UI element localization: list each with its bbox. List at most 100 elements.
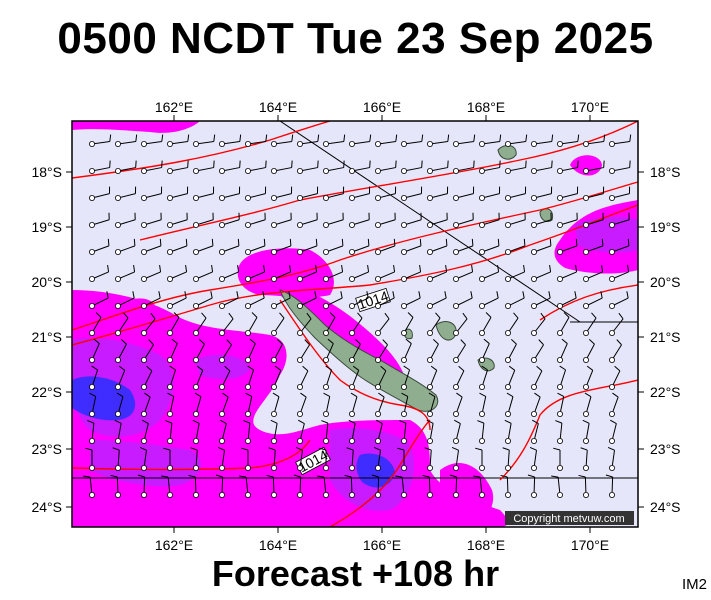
wind-barb-feather xyxy=(247,365,254,371)
wind-barb-shaft xyxy=(91,396,97,415)
wind-barb-feather xyxy=(354,338,361,345)
wind-barb-station xyxy=(531,248,538,255)
wind-barb-feather xyxy=(506,392,514,398)
wind-barb-feather xyxy=(239,134,242,142)
wind-barb-feather xyxy=(551,134,554,142)
wind-barb-station xyxy=(89,167,96,174)
wind-barb-station xyxy=(192,410,199,417)
wind-barb-station xyxy=(322,491,329,498)
wind-barb-station xyxy=(348,437,355,444)
wind-barb-station xyxy=(218,140,225,147)
wind-barb-feather xyxy=(239,475,247,478)
wind-barb-feather xyxy=(497,238,500,246)
wind-barb-shaft xyxy=(195,271,213,280)
wind-barb-station xyxy=(322,329,329,336)
wind-barb-shaft xyxy=(429,297,447,307)
wind-barb-station xyxy=(504,167,511,174)
wind-barb-station xyxy=(400,140,407,147)
wind-barb-feather xyxy=(215,474,223,478)
wind-barb-station xyxy=(296,194,303,201)
wind-barb-feather xyxy=(315,264,318,273)
wind-barb-station xyxy=(140,383,147,390)
wind-barb-feather xyxy=(424,447,432,451)
wind-barb-feather xyxy=(132,291,135,299)
wind-barb-feather xyxy=(444,291,447,299)
wind-barb-feather xyxy=(85,447,93,451)
lat-label-19: 19°S xyxy=(31,219,62,235)
lat-label-24-right: 24°S xyxy=(650,499,681,515)
wind-barb-station xyxy=(478,302,485,309)
wind-barb-shaft xyxy=(91,369,99,388)
wind-barb-shaft xyxy=(221,318,234,334)
wind-barb-station xyxy=(192,491,199,498)
wind-barb-station xyxy=(115,275,122,282)
wind-barb-shaft xyxy=(91,167,110,172)
wind-barb-shaft xyxy=(403,167,422,172)
wind-barb-station xyxy=(531,140,538,147)
wind-barb-station xyxy=(374,356,381,363)
wind-barb-shaft xyxy=(169,167,188,172)
wind-barb-feather xyxy=(405,338,412,344)
wind-barb-feather xyxy=(603,134,606,142)
wind-barb-shaft xyxy=(507,297,525,307)
wind-barb-feather xyxy=(306,312,312,320)
wind-barb-feather xyxy=(185,238,188,246)
wind-barb-feather xyxy=(323,392,330,397)
wind-barb-shaft xyxy=(299,396,307,415)
wind-barb-station xyxy=(244,329,251,336)
wind-barb-feather xyxy=(447,134,450,142)
wind-barb-station xyxy=(374,167,381,174)
wind-barb-shaft xyxy=(169,423,173,442)
wind-barb-station xyxy=(244,167,251,174)
wind-barb-shaft xyxy=(169,369,177,388)
wind-barb-shaft xyxy=(89,477,93,496)
wind-barb-shaft xyxy=(585,343,595,361)
wind-barb-station xyxy=(166,437,173,444)
wind-barb-shaft xyxy=(533,271,551,280)
wind-barb-feather xyxy=(217,446,225,451)
wind-barb-feather xyxy=(210,291,213,299)
wind-barb-station xyxy=(296,329,303,336)
wind-barb-feather xyxy=(445,264,448,273)
wind-barb-shaft xyxy=(299,370,309,388)
wind-barb-shaft xyxy=(247,140,266,145)
wind-barb-station xyxy=(557,140,564,147)
wind-barb-station xyxy=(374,410,381,417)
wind-barb-shaft xyxy=(401,477,405,496)
wind-barb-feather xyxy=(148,339,154,346)
wind-barb-feather xyxy=(185,264,188,273)
wind-barb-feather xyxy=(453,419,461,424)
wind-barb-station xyxy=(426,194,433,201)
land-layer xyxy=(279,144,554,412)
wind-barb-shaft xyxy=(507,245,526,253)
wind-barb-station xyxy=(322,140,329,147)
wind-barb-station xyxy=(348,194,355,201)
wind-barb-shaft xyxy=(403,396,409,415)
wind-barb-feather xyxy=(137,474,145,478)
wind-barb-station xyxy=(452,302,459,309)
wind-barb-station xyxy=(115,383,122,390)
axis-ticks xyxy=(66,115,644,533)
wind-barb-station xyxy=(192,302,199,309)
wind-barb-feather xyxy=(272,392,280,398)
wind-barb-feather xyxy=(236,291,239,299)
wind-barb-shaft xyxy=(481,245,500,253)
wind-barb-shaft xyxy=(585,370,594,388)
wind-barb-station xyxy=(583,302,590,309)
wind-barb-feather xyxy=(91,365,98,371)
wind-barb-station xyxy=(166,221,173,228)
wind-barb-shaft xyxy=(221,271,239,280)
lat-label-24: 24°S xyxy=(31,499,62,515)
wind-barb-station xyxy=(478,275,485,282)
wind-barb-feather xyxy=(325,365,332,371)
wind-barb-feather xyxy=(456,392,463,398)
wind-barb-shaft xyxy=(169,193,188,199)
wind-barb-feather xyxy=(213,134,216,142)
wind-barb-feather xyxy=(536,365,543,372)
wind-barb-station xyxy=(140,491,147,498)
wind-barb-feather xyxy=(627,264,630,273)
wind-barb-feather xyxy=(161,134,164,142)
wind-barb-feather xyxy=(321,420,329,424)
lon-label-170-bottom: 170°E xyxy=(571,537,609,553)
wind-barb-feather xyxy=(473,134,476,142)
